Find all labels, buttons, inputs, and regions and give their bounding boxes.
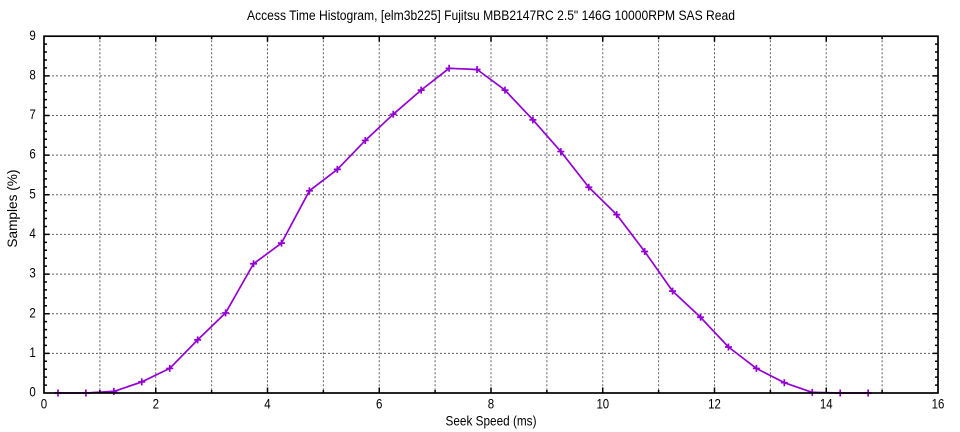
svg-text:0: 0 <box>41 397 48 412</box>
svg-text:Samples (%): Samples (%) <box>5 170 20 248</box>
svg-text:6: 6 <box>29 147 35 162</box>
svg-text:2: 2 <box>153 397 159 412</box>
svg-text:2: 2 <box>29 305 35 320</box>
svg-text:8: 8 <box>29 67 35 82</box>
svg-text:5: 5 <box>29 186 35 201</box>
svg-text:7: 7 <box>29 107 35 122</box>
svg-text:9: 9 <box>29 28 35 43</box>
svg-text:12: 12 <box>708 397 721 412</box>
svg-text:8: 8 <box>488 397 494 412</box>
svg-text:4: 4 <box>29 226 36 241</box>
svg-text:Access Time Histogram, [elm3b2: Access Time Histogram, [elm3b225] Fujits… <box>247 8 735 23</box>
svg-text:10: 10 <box>596 397 609 412</box>
svg-text:14: 14 <box>820 397 833 412</box>
svg-text:1: 1 <box>29 345 35 360</box>
svg-text:0: 0 <box>29 385 36 400</box>
svg-text:Seek Speed (ms): Seek Speed (ms) <box>446 413 537 428</box>
svg-text:6: 6 <box>376 397 382 412</box>
svg-text:3: 3 <box>29 266 35 281</box>
svg-text:16: 16 <box>932 397 945 412</box>
svg-text:4: 4 <box>264 397 271 412</box>
